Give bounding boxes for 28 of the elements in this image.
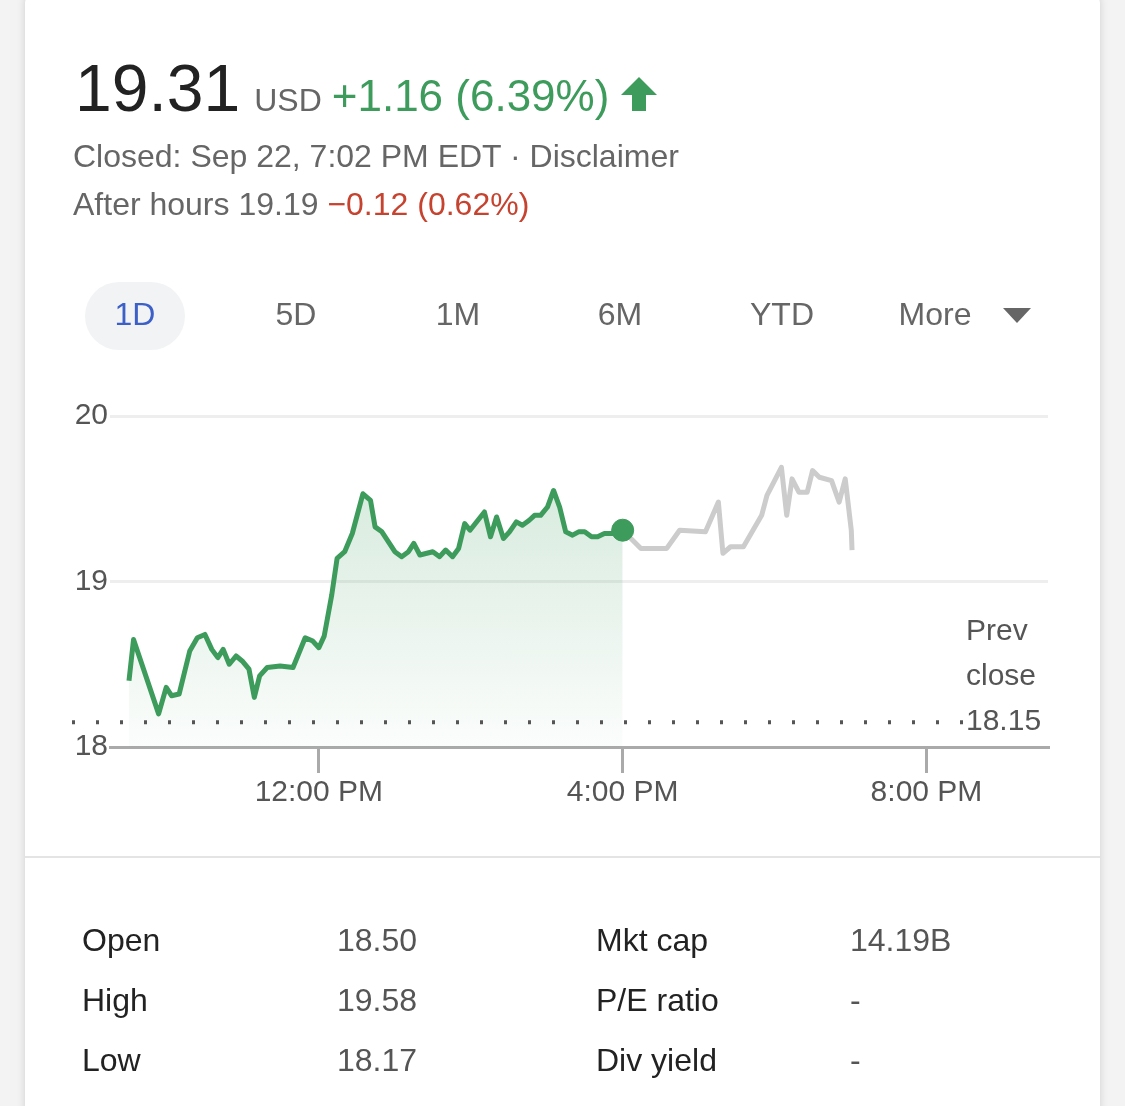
text: High	[82, 981, 148, 1019]
chart-subtitle: Closed: Sep 22, 7:02 PM EDT · Disclaimer	[73, 138, 679, 175]
text: 5D	[275, 296, 317, 333]
y-tick-label: 19	[74, 562, 108, 596]
text: 6M	[597, 296, 643, 333]
text: -	[850, 1041, 861, 1079]
text: -	[850, 981, 861, 1019]
y-tick-label: 20	[74, 397, 108, 431]
text: Div yield	[596, 1041, 717, 1079]
x-tick-label: 12:00 PM	[254, 774, 384, 808]
text: P/E ratio	[596, 981, 719, 1019]
text: 18.17	[337, 1041, 418, 1079]
ref-line-label: Prev close 18.15	[966, 613, 1042, 737]
text: YTD	[750, 296, 814, 333]
text: 18.50	[337, 921, 418, 959]
x-tick-label: 4:00 PM	[566, 774, 679, 808]
text: Mkt cap	[596, 921, 709, 959]
x-tick-label: 8:00 PM	[870, 774, 983, 808]
y-tick-label: 18	[74, 728, 108, 762]
text: Open	[82, 921, 161, 959]
text: 1M	[435, 296, 481, 333]
text: 19.58	[337, 981, 418, 1019]
chart-title: 19.31 USD +1.16 (6.39%)	[75, 51, 610, 125]
text: 14.19B	[850, 921, 952, 959]
text: More	[898, 296, 972, 333]
text: Low	[82, 1041, 141, 1079]
text: 1D	[114, 296, 156, 333]
text: After hours 19.19 −0.12 (0.62%)	[73, 186, 530, 222]
